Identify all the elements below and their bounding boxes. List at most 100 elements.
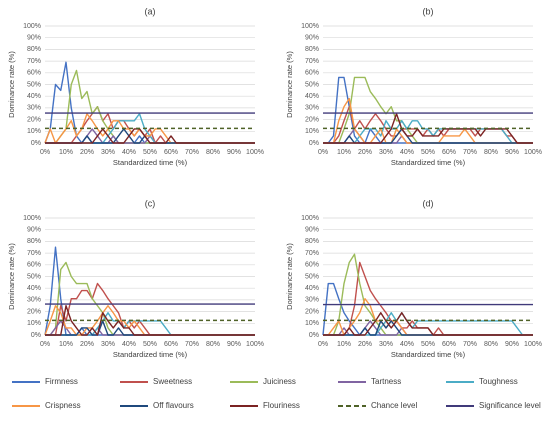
x-tick-label: 60% <box>164 341 178 348</box>
x-tick-label: 0% <box>318 149 328 156</box>
y-tick-label: 20% <box>27 116 41 123</box>
x-tick-label: 90% <box>505 341 519 348</box>
x-tick-label: 30% <box>379 341 393 348</box>
y-tick-label: 100% <box>301 215 319 222</box>
legend-label: Firmness <box>45 377 78 386</box>
x-tick-label: 90% <box>505 149 519 156</box>
legend-label: Toughness <box>479 377 518 386</box>
x-tick-label: 0% <box>40 341 50 348</box>
x-axis-label: Standardized time (%) <box>113 350 188 359</box>
legend-label: Juiciness <box>263 377 296 386</box>
x-axis-label: Standardized time (%) <box>113 158 188 167</box>
y-tick-label: 70% <box>27 250 41 257</box>
y-tick-label: 30% <box>27 297 41 304</box>
y-tick-label: 80% <box>27 238 41 245</box>
legend-label: Crispness <box>45 401 81 410</box>
y-tick-label: 0% <box>309 332 319 339</box>
x-tick-label: 40% <box>122 341 136 348</box>
series-line <box>44 246 255 336</box>
x-tick-label: 70% <box>185 341 199 348</box>
x-tick-label: 40% <box>122 149 136 156</box>
y-axis-label: Dominance rate (%) <box>7 243 16 310</box>
x-tick-label: 100% <box>524 149 542 156</box>
x-tick-label: 80% <box>206 341 220 348</box>
y-tick-label: 10% <box>305 320 319 327</box>
y-tick-label: 80% <box>305 238 319 245</box>
x-axis-label: Standardized time (%) <box>391 350 466 359</box>
x-tick-label: 60% <box>164 149 178 156</box>
y-tick-label: 10% <box>27 128 41 135</box>
x-tick-label: 20% <box>358 341 372 348</box>
y-tick-label: 10% <box>27 320 41 327</box>
series-line <box>45 305 255 336</box>
y-tick-label: 60% <box>305 70 319 77</box>
x-tick-label: 10% <box>337 149 351 156</box>
y-tick-label: 20% <box>27 308 41 315</box>
y-axis-label: Dominance rate (%) <box>285 51 294 118</box>
y-tick-label: 60% <box>305 262 319 269</box>
x-tick-label: 30% <box>101 341 115 348</box>
series-line <box>323 120 533 144</box>
y-tick-label: 50% <box>27 81 41 88</box>
x-tick-label: 30% <box>379 149 393 156</box>
x-tick-label: 90% <box>227 149 241 156</box>
y-tick-label: 90% <box>305 227 319 234</box>
series-line <box>45 312 255 336</box>
x-tick-label: 100% <box>246 149 264 156</box>
y-tick-label: 40% <box>27 285 41 292</box>
x-tick-label: 10% <box>337 341 351 348</box>
x-tick-label: 100% <box>524 341 542 348</box>
x-tick-label: 70% <box>185 149 199 156</box>
series-line <box>45 128 255 144</box>
chart-title: (a) <box>145 6 156 16</box>
y-axis-label: Dominance rate (%) <box>285 243 294 310</box>
x-tick-label: 50% <box>143 149 157 156</box>
chart-title: (b) <box>423 6 434 16</box>
y-tick-label: 40% <box>305 93 319 100</box>
y-tick-label: 10% <box>305 128 319 135</box>
y-tick-label: 50% <box>27 273 41 280</box>
x-tick-label: 0% <box>318 341 328 348</box>
y-tick-label: 100% <box>23 23 41 30</box>
y-tick-label: 0% <box>31 332 41 339</box>
y-tick-label: 60% <box>27 70 41 77</box>
series-line <box>45 69 255 144</box>
y-tick-label: 50% <box>305 273 319 280</box>
y-tick-label: 30% <box>305 105 319 112</box>
x-tick-label: 50% <box>143 341 157 348</box>
y-tick-label: 50% <box>305 81 319 88</box>
chart-title: (d) <box>423 198 434 208</box>
legend-label: Sweetness <box>153 377 192 386</box>
y-tick-label: 20% <box>305 308 319 315</box>
x-tick-label: 10% <box>59 341 73 348</box>
x-tick-label: 0% <box>40 149 50 156</box>
y-tick-label: 40% <box>27 93 41 100</box>
x-tick-label: 40% <box>400 149 414 156</box>
y-tick-label: 40% <box>305 285 319 292</box>
series-line <box>322 282 533 336</box>
x-axis-label: Standardized time (%) <box>391 158 466 167</box>
y-tick-label: 70% <box>305 58 319 65</box>
legend-label: Off flavours <box>153 401 194 410</box>
series-line <box>323 253 533 336</box>
x-tick-label: 90% <box>227 341 241 348</box>
legend-label: Significance level <box>479 401 541 410</box>
y-tick-label: 20% <box>305 116 319 123</box>
y-tick-label: 70% <box>27 58 41 65</box>
series-line <box>323 312 533 336</box>
x-tick-label: 50% <box>421 149 435 156</box>
x-tick-label: 20% <box>80 149 94 156</box>
y-tick-label: 30% <box>27 105 41 112</box>
x-tick-label: 30% <box>101 149 115 156</box>
x-tick-label: 20% <box>358 149 372 156</box>
y-tick-label: 100% <box>23 215 41 222</box>
x-tick-label: 40% <box>400 341 414 348</box>
y-tick-label: 30% <box>305 297 319 304</box>
series-line <box>45 106 255 144</box>
y-tick-label: 90% <box>305 35 319 42</box>
x-tick-label: 60% <box>442 341 456 348</box>
y-tick-label: 60% <box>27 262 41 269</box>
x-tick-label: 80% <box>484 341 498 348</box>
